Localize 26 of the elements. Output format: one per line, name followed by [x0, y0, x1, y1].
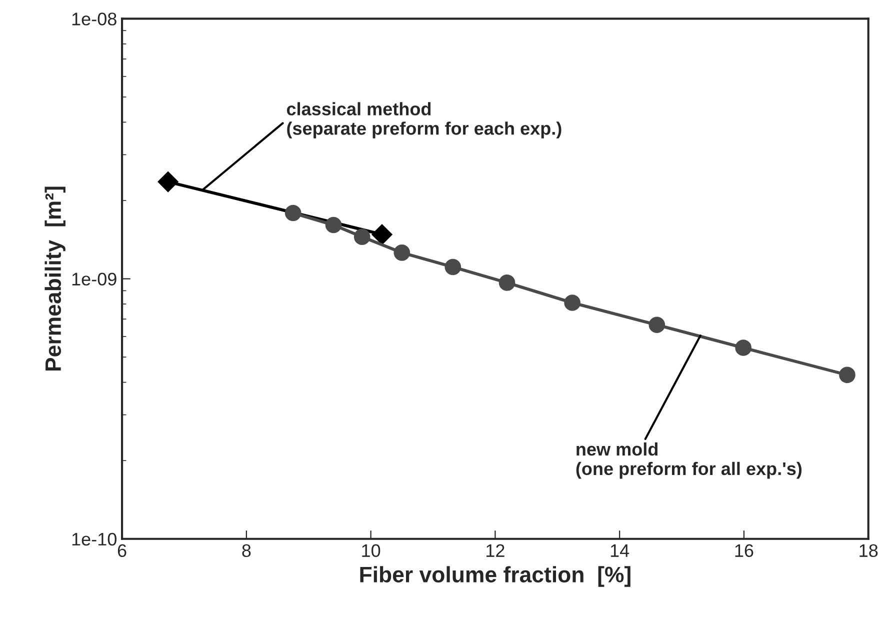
- point: [158, 171, 178, 192]
- point: [648, 316, 666, 334]
- x-axis-title: Fiber volume fraction [%]: [360, 566, 630, 587]
- point: [394, 244, 410, 261]
- point: [354, 228, 370, 245]
- x-tick-label: 6: [118, 544, 126, 558]
- point: [735, 340, 752, 356]
- x-tick-label: 18: [860, 544, 878, 558]
- annotation: new mold (one preform for all exp.'s): [576, 442, 802, 479]
- y-tick-label: 1e-10: [72, 532, 116, 546]
- point: [839, 366, 856, 384]
- point: [444, 258, 462, 276]
- annotation: classical method (separate preform for each exp.): [286, 102, 562, 138]
- point: [284, 204, 302, 222]
- point: [325, 216, 342, 234]
- x-tick-label: 14: [610, 544, 630, 557]
- y-tick-label: 1e-09: [72, 272, 116, 286]
- y-tick-label: 1e-08: [72, 12, 116, 26]
- x-tick-label: 12: [486, 544, 504, 557]
- point: [564, 294, 580, 311]
- y-axis-title: Permeability [m²]: [44, 186, 66, 371]
- x-tick-label: 16: [735, 544, 754, 558]
- point: [372, 224, 392, 245]
- x-tick-label: 8: [242, 544, 251, 558]
- x-tick-label: 10: [362, 544, 380, 558]
- point: [498, 274, 516, 291]
